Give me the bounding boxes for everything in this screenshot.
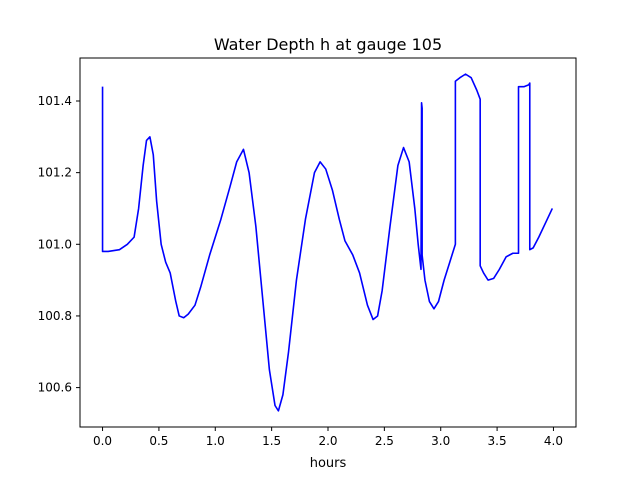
x-tick-label: 1.5 [262,434,281,448]
y-tick-label: 100.6 [38,381,72,395]
plot-line-group [101,73,554,412]
x-tick-label: 0.5 [149,434,168,448]
y-axis: 100.6 100.8 101.0 101.2 101.4 [38,94,80,395]
x-tick-label: 0.0 [93,434,112,448]
x-tick-label: 3.5 [488,434,507,448]
x-tick-label: 2.5 [375,434,394,448]
y-tick-label: 101.0 [38,237,72,251]
series-line-0 [101,73,554,412]
x-axis-label: hours [310,456,347,471]
y-tick-label: 101.2 [38,166,72,180]
x-tick-label: 1.0 [206,434,225,448]
x-tick-label: 4.0 [544,434,563,448]
chart-title: Water Depth h at gauge 105 [214,35,442,54]
x-tick-label: 3.0 [431,434,450,448]
x-tick-label: 2.0 [318,434,337,448]
y-tick-label: 100.8 [38,309,72,323]
x-axis: 0.0 0.5 1.0 1.5 2.0 2.5 3.0 3.5 4.0 [93,427,563,448]
y-tick-label: 101.4 [38,94,72,108]
